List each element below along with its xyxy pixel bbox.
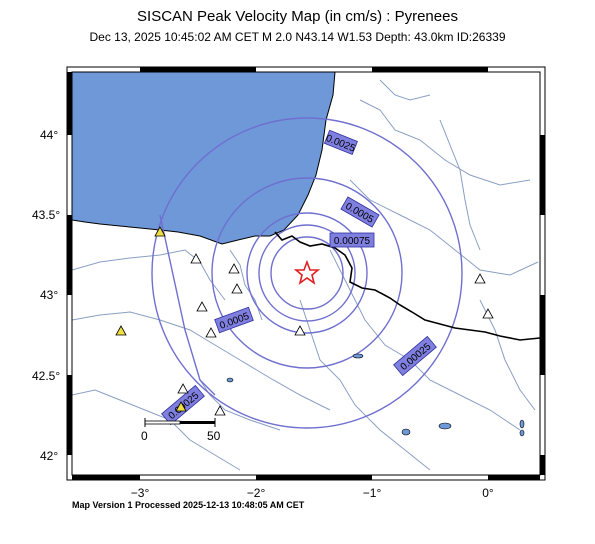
- velocity-contours: [151, 117, 463, 429]
- lon-tick-label: −2°: [246, 486, 266, 500]
- station-marker[interactable]: [214, 405, 226, 416]
- lat-tick-label: 43°: [40, 288, 59, 302]
- station-marker[interactable]: [294, 325, 306, 336]
- station-marker[interactable]: [231, 283, 243, 294]
- station-marker[interactable]: [228, 263, 240, 274]
- stations: [115, 226, 494, 416]
- station-marker[interactable]: [175, 401, 187, 412]
- lon-tick-label: −1°: [362, 486, 382, 500]
- station-marker[interactable]: [190, 253, 202, 264]
- station-marker[interactable]: [154, 226, 166, 237]
- station-marker[interactable]: [474, 273, 486, 284]
- scale-label-start: 0: [141, 429, 148, 443]
- lat-tick-label: 43.5°: [32, 208, 61, 222]
- rivers: [72, 79, 539, 471]
- map-frame: [66, 66, 546, 481]
- star-icon[interactable]: [293, 259, 321, 285]
- station-marker[interactable]: [196, 301, 208, 312]
- contour-label: 0.00075: [329, 232, 375, 248]
- station-marker[interactable]: [482, 308, 494, 319]
- map-title: SISCAN Peak Velocity Map (in cm/s) : Pyr…: [137, 8, 458, 25]
- lon-tick-label: −3°: [130, 486, 150, 500]
- scale-label-end: 50: [207, 429, 221, 443]
- station-marker[interactable]: [205, 327, 217, 338]
- station-marker[interactable]: [115, 325, 127, 336]
- scale-bar: [144, 418, 216, 427]
- country-border: [274, 231, 540, 341]
- lon-tick-label: 0°: [482, 486, 494, 500]
- lat-tick-label: 42°: [40, 449, 59, 463]
- event-info: Dec 13, 2025 10:45:02 AM CET M 2.0 N43.1…: [89, 30, 506, 44]
- lat-tick-label: 42.5°: [32, 369, 61, 383]
- station-marker[interactable]: [177, 383, 189, 394]
- lat-tick-label: 44°: [40, 128, 59, 142]
- svg-text:0.00075: 0.00075: [334, 236, 371, 247]
- map-footer: Map Version 1 Processed 2025-12-13 10:48…: [72, 500, 305, 510]
- lakes: [226, 353, 525, 437]
